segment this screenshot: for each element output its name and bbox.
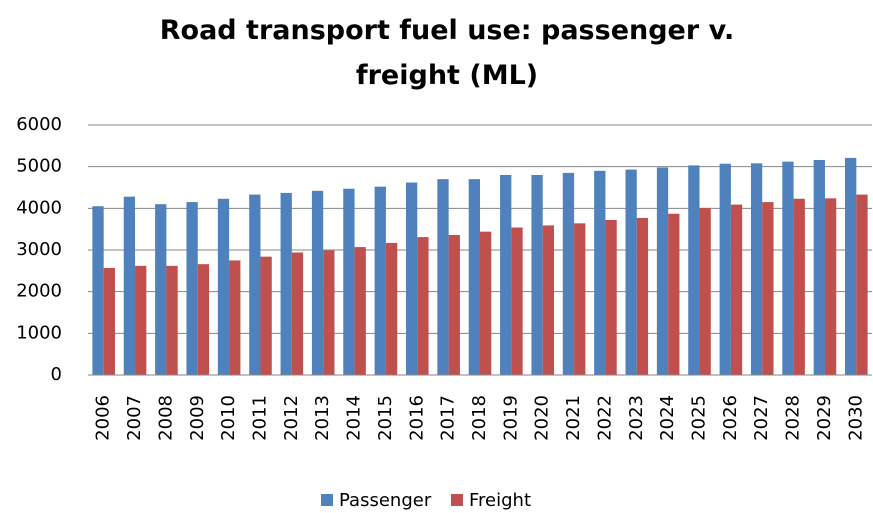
bar	[280, 192, 292, 375]
x-tick-label: 2027	[751, 395, 772, 441]
bar	[480, 231, 492, 375]
legend-swatch	[451, 494, 463, 506]
x-tick-label: 2017	[438, 395, 459, 441]
x-tick-label: 2026	[720, 395, 741, 441]
bar	[730, 204, 743, 375]
bar	[217, 198, 230, 375]
bar	[354, 247, 366, 375]
bar	[249, 194, 261, 375]
bar	[323, 250, 335, 375]
x-tick-label: 2007	[124, 395, 145, 441]
bar	[405, 182, 418, 375]
bar	[845, 157, 857, 375]
bar	[856, 194, 868, 375]
y-tick-label: 5000	[16, 156, 62, 177]
bar	[594, 170, 606, 375]
bar	[782, 161, 794, 375]
bar	[824, 198, 837, 375]
bar	[531, 175, 543, 375]
x-tick-label: 2028	[783, 395, 804, 441]
bar	[197, 264, 210, 375]
bar	[155, 204, 167, 375]
chart-title: Road transport fuel use: passenger v. fr…	[159, 15, 735, 91]
bar	[311, 190, 324, 375]
bar	[636, 217, 649, 375]
bar	[719, 163, 731, 375]
y-tick-label: 6000	[16, 114, 62, 135]
bar	[166, 265, 178, 375]
x-tick-label: 2008	[155, 395, 176, 441]
bar	[343, 188, 355, 375]
y-tick-label: 1000	[16, 322, 62, 343]
bar	[793, 198, 805, 375]
bar	[562, 172, 575, 375]
x-tick-label: 2012	[281, 395, 302, 441]
x-tick-label: 2025	[689, 395, 710, 441]
bar	[762, 202, 774, 375]
x-tick-label: 2023	[626, 395, 647, 441]
bar	[229, 260, 241, 375]
bar	[260, 256, 272, 375]
bar	[417, 237, 429, 375]
bar	[448, 235, 460, 375]
bar	[688, 165, 700, 375]
y-tick-label: 4000	[16, 197, 62, 218]
x-tick-label: 2024	[657, 395, 678, 441]
x-tick-label: 2030	[845, 395, 866, 441]
legend-label: Passenger	[339, 490, 432, 511]
bar	[468, 179, 480, 375]
x-tick-label: 2009	[187, 395, 208, 441]
bar	[186, 202, 198, 375]
bar	[123, 196, 136, 375]
bar	[103, 267, 115, 375]
x-tick-label: 2020	[532, 395, 553, 441]
legend-label: Freight	[469, 490, 531, 511]
bar	[668, 213, 680, 375]
bar	[511, 227, 523, 375]
bar	[605, 220, 617, 375]
bar	[385, 242, 398, 375]
x-tick-label: 2019	[500, 395, 521, 441]
y-tick-label: 3000	[16, 239, 62, 260]
legend-swatch	[321, 494, 333, 506]
x-tick-label: 2029	[814, 395, 835, 441]
bar	[699, 207, 711, 375]
x-tick-label: 2016	[406, 395, 427, 441]
bar	[656, 167, 669, 375]
bar	[625, 169, 637, 375]
x-tick-label: 2011	[249, 395, 270, 441]
y-tick-label: 0	[51, 364, 62, 385]
x-tick-label: 2010	[218, 395, 239, 441]
bar	[500, 175, 512, 375]
bar	[813, 160, 825, 375]
bar	[291, 252, 304, 375]
bar	[374, 186, 386, 375]
x-tick-label: 2021	[563, 395, 584, 441]
y-tick-label: 2000	[16, 281, 62, 302]
x-tick-label: 2014	[344, 395, 365, 441]
bar	[574, 223, 586, 375]
bar	[437, 179, 449, 375]
x-tick-label: 2022	[594, 395, 615, 441]
x-tick-label: 2013	[312, 395, 333, 441]
x-tick-label: 2015	[375, 395, 396, 441]
bar	[92, 206, 104, 375]
bar	[750, 163, 763, 375]
x-tick-label: 2006	[93, 395, 114, 441]
x-tick-label: 2018	[469, 395, 490, 441]
bar	[135, 265, 147, 375]
bar	[542, 225, 555, 375]
